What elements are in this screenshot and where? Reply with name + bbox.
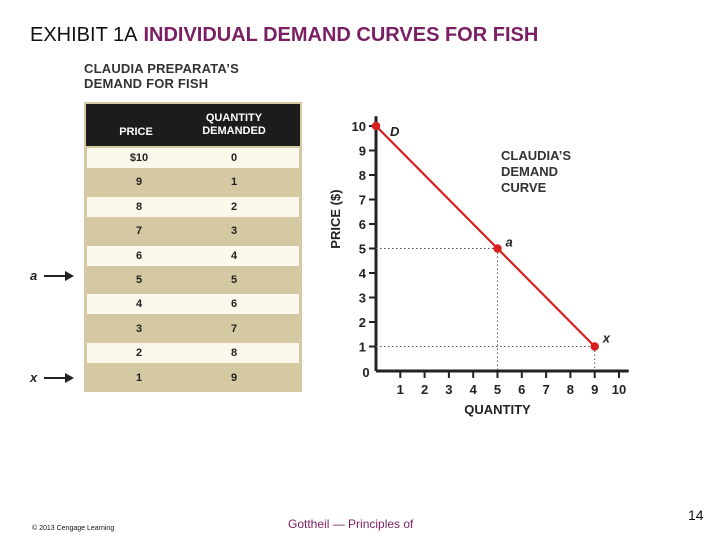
y-tick-label: 5: [359, 242, 366, 257]
point-label: x: [602, 331, 611, 346]
price-cell: 5: [135, 274, 143, 286]
y-axis-label: PRICE ($): [328, 189, 343, 248]
row-marker-x: x: [30, 370, 38, 385]
y-tick-label: 10: [352, 119, 366, 134]
y-tick-label: 3: [359, 291, 366, 306]
price-cell: 9: [135, 176, 143, 189]
x-tick-label: 2: [421, 382, 428, 397]
x-axis-label: QUANTITY: [464, 402, 531, 417]
price-cell: 7: [135, 225, 143, 238]
arrow-x-shaft: [44, 377, 66, 379]
table-title-line1: CLAUDIA PREPARATA’S: [84, 61, 239, 76]
price-cell: 3: [135, 322, 143, 335]
quantity-cell: 2: [230, 200, 238, 213]
quantity-cell: 9: [230, 371, 238, 384]
table-row: $10 0: [87, 148, 299, 168]
x-tick-label: 8: [567, 382, 574, 397]
quantity-cell: 0: [230, 152, 238, 164]
header-qty-line1: QUANTITY: [205, 112, 263, 124]
table-title: CLAUDIA PREPARATA’S DEMAND FOR FISH: [84, 61, 239, 91]
y-tick-label: 2: [359, 315, 366, 330]
arrow-a-icon: [65, 271, 74, 281]
y-tick-label: 8: [359, 168, 366, 183]
quantity-cell: 5: [230, 274, 238, 286]
x-tick-label: 4: [470, 382, 478, 397]
price-cell: 1: [135, 371, 143, 384]
quantity-cell: 1: [230, 176, 238, 189]
header-quantity-demanded: QUANTITY DEMANDED: [182, 112, 286, 138]
price-cell: 2: [135, 347, 143, 360]
price-cell: 4: [135, 298, 143, 311]
arrow-a-shaft: [44, 275, 66, 277]
curve-label-line: CLAUDIA’S: [501, 148, 571, 163]
y-tick-label: 1: [359, 340, 366, 355]
x-tick-label: 10: [612, 382, 626, 397]
quantity-cell: 7: [230, 322, 238, 335]
curve-point: [590, 342, 599, 351]
page-number: 14: [688, 507, 704, 523]
point-label: a: [506, 235, 513, 250]
y-tick-label: 6: [359, 217, 366, 232]
quantity-cell: 4: [230, 249, 238, 262]
curve-point: [493, 244, 502, 253]
row-marker-a: a: [30, 268, 38, 283]
curve-label-line: CURVE: [501, 180, 547, 195]
x-tick-label: 0: [362, 365, 369, 380]
price-cell: $10: [129, 152, 149, 164]
quantity-cell: 6: [230, 298, 238, 311]
arrow-x-icon: [65, 373, 74, 383]
header-qty-line2: DEMANDED: [202, 125, 266, 137]
demand-schedule-table: PRICE QUANTITY DEMANDED $10 0 9 1 8 2 7 3 6 4 5 5 4 6…: [84, 102, 302, 392]
x-tick-label: 9: [591, 382, 598, 397]
demand-curve-line: [375, 125, 596, 348]
header-price: PRICE: [119, 126, 153, 138]
table-header: PRICE QUANTITY DEMANDED: [86, 104, 300, 146]
demand-curve-chart: 1 2 3 4 5 6 7 8 9 10 0 1 2 3 4 5 6 7 8 9 10 QUANTITY PRICE ($)…: [328, 116, 629, 417]
x-tick-label: 1: [397, 382, 404, 397]
exhibit-title: INDIVIDUAL DEMAND CURVES FOR FISH: [143, 24, 539, 46]
quantity-cell: 3: [230, 225, 238, 238]
price-cell: 8: [135, 200, 143, 213]
y-tick-label: 9: [359, 144, 366, 159]
y-tick-label: 7: [359, 193, 366, 208]
copyright-text: © 2013 Cengage Learning: [32, 525, 115, 532]
exhibit-label: EXHIBIT 1A: [30, 24, 138, 46]
price-cell: 6: [135, 249, 143, 262]
x-tick-label: 5: [494, 382, 501, 397]
curve-label-line: DEMAND: [501, 164, 558, 179]
x-tick-label: 6: [518, 382, 525, 397]
slide-title: EXHIBIT 1A INDIVIDUAL DEMAND CURVES FOR F…: [30, 24, 538, 47]
point-label: D: [390, 124, 400, 139]
x-tick-label: 7: [542, 382, 549, 397]
footer-text: Gottheil — Principles of: [288, 517, 414, 531]
quantity-cell: 8: [230, 347, 238, 360]
curve-point: [371, 121, 381, 131]
table-title-line2: DEMAND FOR FISH: [84, 76, 209, 91]
y-tick-label: 4: [359, 266, 367, 281]
x-tick-label: 3: [445, 382, 452, 397]
